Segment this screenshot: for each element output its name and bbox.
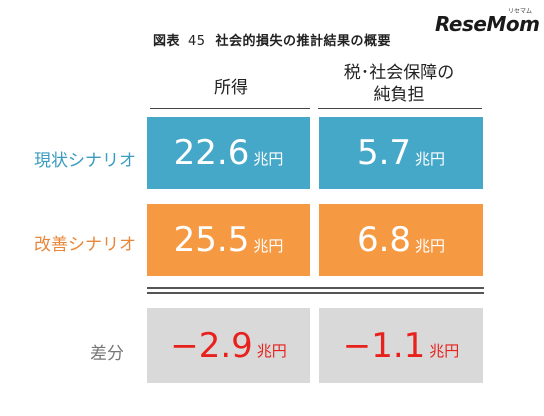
cell-current-income-value: 22.6 (173, 133, 250, 173)
cell-difference-income: −2.9 兆円 (147, 308, 310, 383)
site-logo[interactable]: ReseMom (435, 12, 540, 36)
separator-line-top (147, 287, 484, 289)
separator-line-bottom (147, 292, 484, 294)
column-header-tax-burden-line2: 純負担 (373, 85, 425, 105)
cell-improved-tax-burden-unit: 兆円 (415, 236, 446, 255)
row-label-difference: 差分 (90, 344, 124, 364)
site-logo-kana: リセマム (508, 8, 533, 15)
column-header-tax-burden-underline (318, 108, 482, 109)
cell-current-tax-burden-value: 5.7 (356, 133, 412, 173)
cell-improved-income-value: 25.5 (173, 220, 250, 260)
column-header-income-underline (150, 108, 310, 109)
column-header-tax-burden-line1: 税･社会保障の (343, 63, 455, 83)
cell-improved-income-unit: 兆円 (253, 236, 284, 255)
cell-difference-income-value: −2.9 (170, 325, 253, 366)
cell-improved-tax-burden: 6.8 兆円 (319, 204, 483, 276)
cell-improved-income: 25.5 兆円 (147, 204, 310, 276)
cell-difference-income-unit: 兆円 (256, 342, 287, 360)
cell-difference-tax-burden: −1.1 兆円 (319, 308, 483, 383)
figure-title-number: 45 (187, 34, 206, 49)
figure-title: 図表 45 社会的損失の推計結果の概要 (0, 30, 544, 49)
cell-current-tax-burden-unit: 兆円 (415, 149, 446, 168)
cell-current-tax-burden: 5.7 兆円 (319, 117, 483, 189)
cell-difference-tax-burden-unit: 兆円 (429, 342, 460, 360)
column-header-tax-burden: 税･社会保障の 純負担 (318, 62, 480, 106)
row-label-improved-scenario: 改善シナリオ (34, 235, 136, 255)
cell-difference-tax-burden-value: −1.1 (342, 325, 426, 366)
cell-current-income: 22.6 兆円 (147, 117, 310, 189)
row-label-current-scenario: 現状シナリオ (34, 151, 136, 171)
column-header-income-line1: 所得 (214, 78, 248, 98)
figure-title-prefix: 図表 (152, 34, 180, 49)
cell-current-income-unit: 兆円 (253, 149, 284, 168)
cell-improved-tax-burden-value: 6.8 (356, 220, 412, 260)
column-header-income: 所得 (150, 72, 312, 99)
figure-title-text: 社会的損失の推計結果の概要 (215, 34, 392, 49)
